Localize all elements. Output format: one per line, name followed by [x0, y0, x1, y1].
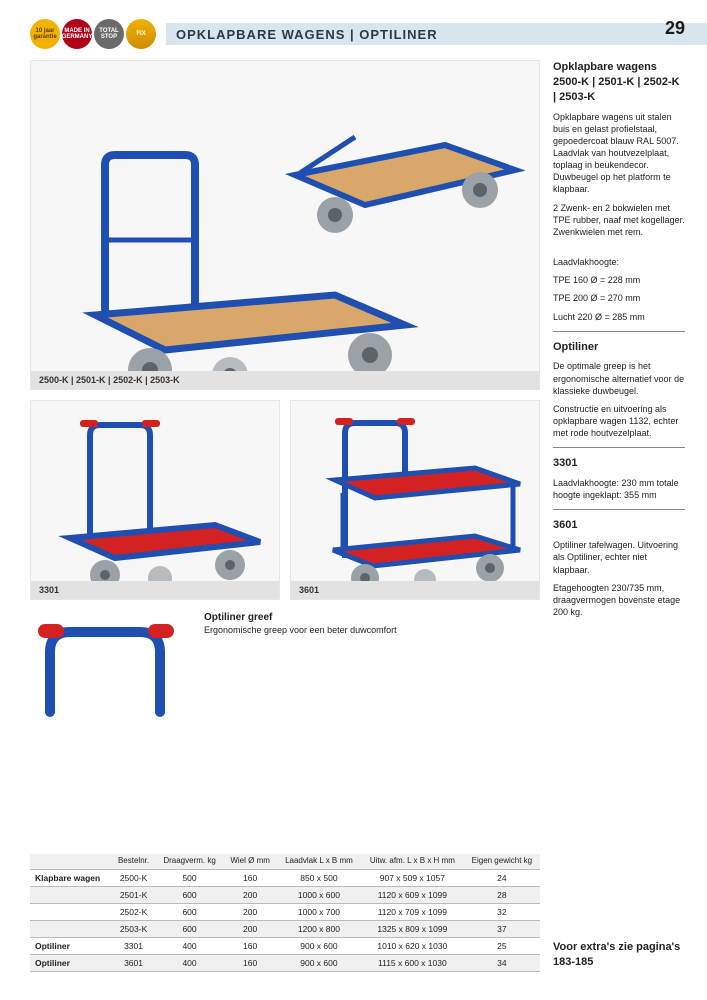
cell: 600: [156, 921, 224, 938]
sidebar-p: De optimale greep is het ergonomische al…: [553, 360, 685, 396]
cell: 500: [156, 870, 224, 887]
row-label: [30, 921, 111, 938]
th: Eigen gewicht kg: [464, 854, 540, 869]
cell: 1115 x 600 x 1030: [361, 955, 464, 972]
sidebar-p: Etagehoogten 230/735 mm, draagvermogen b…: [553, 582, 685, 618]
section-title: OPKLAPBARE WAGENS | OPTILINER: [166, 23, 707, 45]
table-row: Optiliner3301400160900 x 6001010 x 620 x…: [30, 938, 540, 955]
cell: 160: [223, 938, 277, 955]
page-header: 10 jaar garantie MADE IN GERMANY TOTAL S…: [30, 18, 707, 50]
th: Laadvlak L x B mm: [277, 854, 361, 869]
table-row: Klapbare wagen2500-K500160850 x 500907 x…: [30, 870, 540, 887]
cell: 600: [156, 887, 224, 904]
sidebar-footnote: Voor extra's zie pagina's 183-185: [553, 940, 685, 970]
sidebar-p: Constructie en uitvoering als opklapbare…: [553, 403, 685, 439]
sidebar-h-3301: 3301: [553, 456, 685, 471]
cell: 900 x 600: [277, 955, 361, 972]
badge-fix: FIX: [126, 19, 156, 49]
cell: 24: [464, 870, 540, 887]
cell: 907 x 509 x 1057: [361, 870, 464, 887]
th: Draagverm. kg: [156, 854, 224, 869]
cell: 900 x 600: [277, 938, 361, 955]
sidebar-h-2500k: Opklapbare wagens 2500-K | 2501-K | 2502…: [553, 60, 685, 105]
cart-3301-illustration: [40, 410, 270, 590]
cell: 400: [156, 955, 224, 972]
cell: 1010 x 620 x 1030: [361, 938, 464, 955]
main-column: 2500-K | 2501-K | 2502-K | 2503-K 3301: [30, 60, 540, 722]
greep-text: Optiliner greef Ergonomische greep voor …: [204, 612, 397, 635]
cell: 2501-K: [111, 887, 155, 904]
sidebar-p: Opklapbare wagens uit stalen buis en gel…: [553, 111, 685, 196]
table-header-row: Bestelnr. Draagverm. kg Wiel Ø mm Laadvl…: [30, 854, 540, 869]
cell: 3301: [111, 938, 155, 955]
cart-3601-illustration: [300, 410, 530, 590]
cell: 850 x 500: [277, 870, 361, 887]
row-label: Klapbare wagen: [30, 870, 111, 887]
row-label: Optiliner: [30, 938, 111, 955]
sidebar-h-optiliner: Optiliner: [553, 340, 685, 355]
spec-table: Bestelnr. Draagverm. kg Wiel Ø mm Laadvl…: [30, 854, 540, 972]
sidebar: Opklapbare wagens 2500-K | 2501-K | 2502…: [553, 60, 685, 624]
cell: 200: [223, 921, 277, 938]
cell: 1120 x 609 x 1099: [361, 887, 464, 904]
cart-2500k-illustration: [45, 75, 525, 375]
cell: 160: [223, 955, 277, 972]
cell: 1200 x 800: [277, 921, 361, 938]
th: [30, 854, 111, 869]
badge-warranty: 10 jaar garantie: [30, 19, 60, 49]
cell: 25: [464, 938, 540, 955]
sidebar-p: TPE 160 Ø = 228 mm: [553, 274, 685, 286]
cell: 37: [464, 921, 540, 938]
cell: 1120 x 709 x 1099: [361, 904, 464, 921]
greep-title: Optiliner greef: [204, 612, 397, 623]
sidebar-p: Laadvlakhoogte:: [553, 256, 685, 268]
cell: 2502-K: [111, 904, 155, 921]
badge-made-in: MADE IN GERMANY: [62, 19, 92, 49]
row-label: [30, 904, 111, 921]
badge-row: 10 jaar garantie MADE IN GERMANY TOTAL S…: [30, 19, 156, 49]
greep-image: [30, 612, 190, 722]
cell: 3601: [111, 955, 155, 972]
greep-desc: Ergonomische greep voor een beter duwcom…: [204, 625, 397, 635]
table-row: Optiliner3601400160900 x 6001115 x 600 x…: [30, 955, 540, 972]
sidebar-p: TPE 200 Ø = 270 mm: [553, 292, 685, 304]
figure-3301: 3301: [30, 400, 280, 600]
cell: 1000 x 700: [277, 904, 361, 921]
th: Bestelnr.: [111, 854, 155, 869]
table-row: 2501-K6002001000 x 6001120 x 609 x 10992…: [30, 887, 540, 904]
cell: 2500-K: [111, 870, 155, 887]
row-label: [30, 887, 111, 904]
sidebar-p: Laadvlakhoogte: 230 mm totale hoogte ing…: [553, 477, 685, 501]
figure-caption: 3601: [291, 581, 539, 599]
th: Wiel Ø mm: [223, 854, 277, 869]
sidebar-p: 2 Zwenk- en 2 bokwielen met TPE rubber, …: [553, 202, 685, 238]
cell: 160: [223, 870, 277, 887]
table-row: 2503-K6002001200 x 8001325 x 809 x 10993…: [30, 921, 540, 938]
optiliner-greep-row: Optiliner greef Ergonomische greep voor …: [30, 612, 540, 722]
sidebar-p: Optiliner tafelwagen. Uitvoering als Opt…: [553, 539, 685, 575]
table-row: 2502-K6002001000 x 7001120 x 709 x 10993…: [30, 904, 540, 921]
cell: 400: [156, 938, 224, 955]
cell: 32: [464, 904, 540, 921]
cell: 600: [156, 904, 224, 921]
figure-2500k: 2500-K | 2501-K | 2502-K | 2503-K: [30, 60, 540, 390]
th: Uitw. afm. L x B x H mm: [361, 854, 464, 869]
sidebar-p: Lucht 220 Ø = 285 mm: [553, 311, 685, 323]
cell: 34: [464, 955, 540, 972]
row-label: Optiliner: [30, 955, 111, 972]
cell: 1325 x 809 x 1099: [361, 921, 464, 938]
cell: 200: [223, 904, 277, 921]
figure-caption: 2500-K | 2501-K | 2502-K | 2503-K: [31, 371, 539, 389]
sidebar-h-3601: 3601: [553, 518, 685, 533]
cell: 1000 x 600: [277, 887, 361, 904]
badge-totalstop: TOTAL STOP: [94, 19, 124, 49]
cell: 2503-K: [111, 921, 155, 938]
figure-caption: 3301: [31, 581, 279, 599]
figure-3601: 3601: [290, 400, 540, 600]
cell: 200: [223, 887, 277, 904]
cell: 28: [464, 887, 540, 904]
page-number: 29: [665, 18, 685, 39]
